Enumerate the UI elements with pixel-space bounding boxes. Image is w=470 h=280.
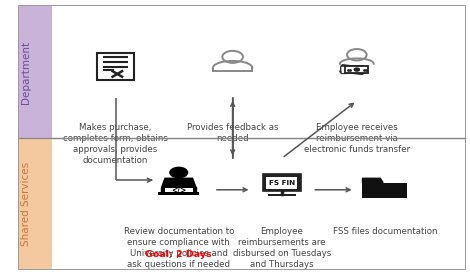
Text: Employee receives
reimbursement via
electronic funds transfer: Employee receives reimbursement via elec… xyxy=(304,123,410,154)
Bar xyxy=(19,6,465,138)
FancyBboxPatch shape xyxy=(19,6,465,269)
Bar xyxy=(165,188,193,192)
Polygon shape xyxy=(161,188,196,193)
Bar xyxy=(345,66,368,73)
Bar xyxy=(52,138,465,269)
Text: Shared Services: Shared Services xyxy=(22,162,31,246)
Bar xyxy=(158,192,199,195)
Text: Review documentation to
ensure compliance with
University policies and
ask quest: Review documentation to ensure complianc… xyxy=(124,227,234,269)
Text: Employee
reimbursements are
disbursed on Tuesdays
and Thursdays: Employee reimbursements are disbursed on… xyxy=(233,227,331,269)
Bar xyxy=(263,174,301,191)
Bar xyxy=(268,194,296,196)
Text: FS FIN: FS FIN xyxy=(269,180,295,186)
Bar xyxy=(52,6,465,138)
Polygon shape xyxy=(340,65,365,74)
Text: </>: </> xyxy=(171,185,187,194)
Text: Department: Department xyxy=(22,40,31,104)
Bar xyxy=(362,183,407,198)
Circle shape xyxy=(170,167,188,178)
Text: Provides feedback as
needed: Provides feedback as needed xyxy=(187,123,278,143)
Bar xyxy=(97,53,134,80)
Polygon shape xyxy=(362,178,383,183)
Bar xyxy=(266,177,298,189)
Circle shape xyxy=(354,68,360,71)
Bar xyxy=(19,138,465,269)
Text: Goal: 2 Days: Goal: 2 Days xyxy=(145,250,212,259)
Polygon shape xyxy=(162,178,196,188)
Polygon shape xyxy=(340,66,364,74)
Text: Makes purchase,
completes form, obtains
approvals, provides
documentation: Makes purchase, completes form, obtains … xyxy=(63,123,168,165)
Polygon shape xyxy=(340,65,364,74)
Text: FSS files documentation: FSS files documentation xyxy=(333,227,437,236)
